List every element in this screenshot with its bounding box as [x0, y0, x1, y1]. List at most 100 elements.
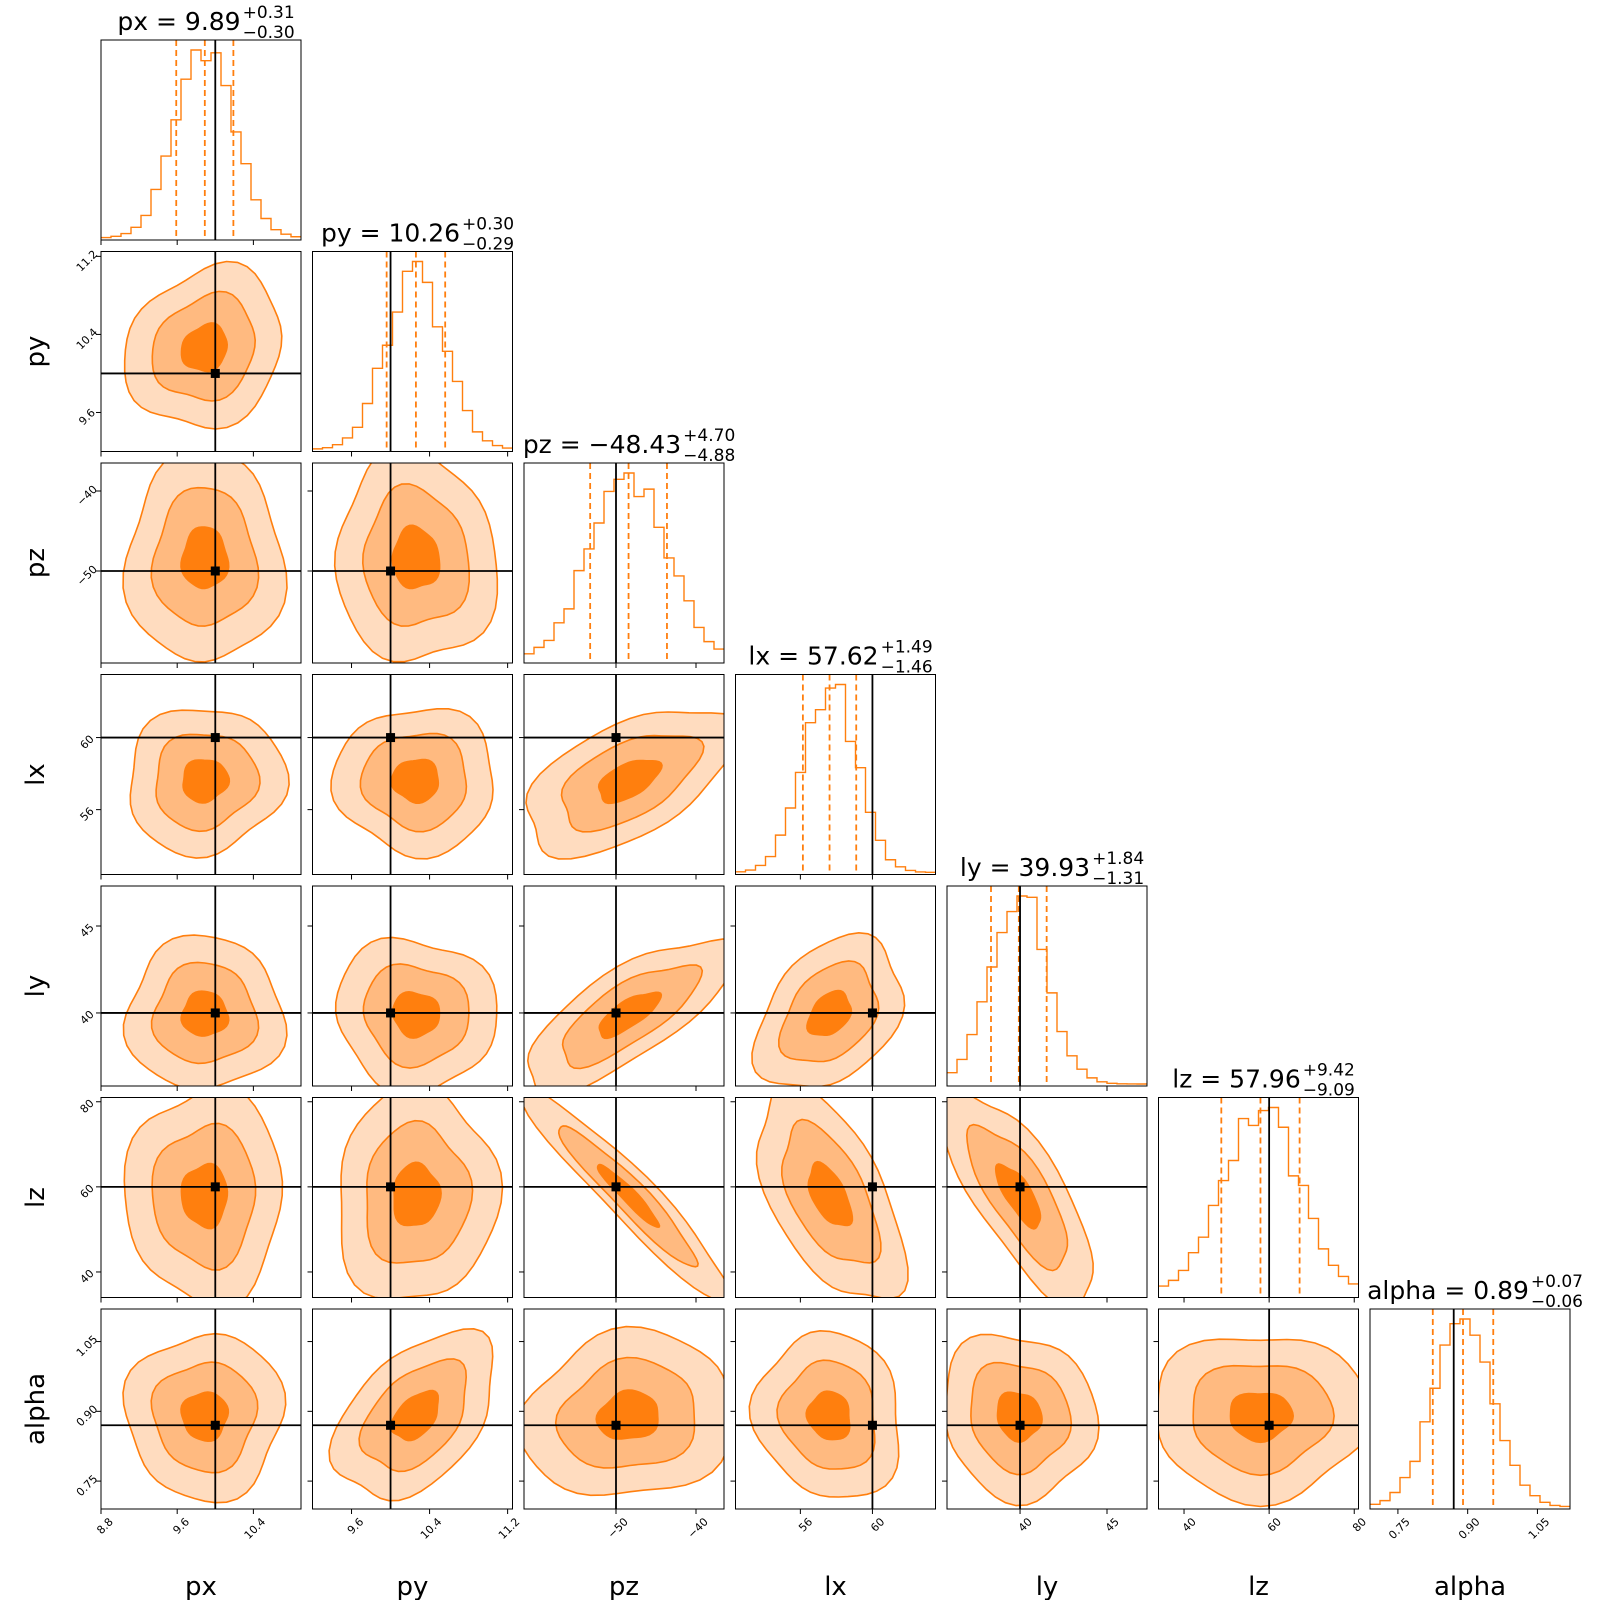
contour-level-3: [391, 990, 441, 1039]
title-px: px = 9.89: [117, 7, 240, 36]
contour-level-3: [391, 524, 441, 590]
truth-marker: [210, 1182, 220, 1192]
y-tick-label-py: 11.2: [74, 248, 101, 275]
truth-marker: [386, 566, 396, 576]
x-tick-label-lz: 60: [1265, 1515, 1284, 1534]
x-tick-label-pz: −50: [605, 1515, 631, 1541]
panel-frame: [523, 1308, 725, 1510]
panel-frame: [523, 674, 725, 875]
truth-marker: [867, 1420, 877, 1430]
histogram-py: [312, 260, 513, 450]
x-axis-label-ly: ly: [1036, 1572, 1059, 1600]
x-axis-label-px: px: [185, 1572, 217, 1600]
contour-panel-ly-alpha: [946, 1308, 1148, 1510]
panel-frame: [523, 1097, 725, 1298]
hist-panel-alpha: alpha = 0.89 +0.07−0.06: [1367, 1272, 1583, 1510]
panel-frame: [735, 674, 936, 875]
truth-marker: [611, 1008, 621, 1018]
title-plus-py: +0.30: [462, 215, 514, 235]
y-tick-label-alpha: 0.75: [74, 1472, 101, 1499]
panel-frame: [1369, 1308, 1571, 1510]
x-axis-label-alpha: alpha: [1434, 1572, 1506, 1600]
truth-marker: [867, 1008, 877, 1018]
title-plus-pz: +4.70: [683, 426, 735, 446]
panel-frame: [523, 885, 725, 1087]
y-axis-label-ly: ly: [21, 975, 51, 998]
hist-panel-py: py = 10.26 +0.30−0.29: [312, 215, 514, 452]
y-axis-label-py: py: [21, 336, 51, 368]
title-plus-lz: +9.42: [1303, 1061, 1355, 1081]
title-plus-px: +0.31: [243, 3, 295, 23]
truth-marker: [1015, 1420, 1025, 1430]
contour-panel-lx-ly: [735, 885, 936, 1087]
title-minus-pz: −4.88: [683, 446, 735, 466]
x-tick-label-lz: 80: [1350, 1515, 1369, 1534]
title-ly: ly = 39.93: [960, 853, 1090, 882]
contour-panel-px-lx: [100, 674, 302, 875]
panel-frame: [100, 1308, 302, 1510]
contour-panel-px-pz: [100, 462, 302, 664]
truth-marker: [210, 733, 220, 743]
contour-panel-lx-alpha: [735, 1308, 936, 1510]
hist-panel-pz: pz = −48.43 +4.70−4.88: [523, 426, 735, 664]
title-minus-ly: −1.31: [1092, 869, 1144, 889]
x-tick-label-ly: 40: [1016, 1515, 1035, 1534]
x-axis-label-lz: lz: [1248, 1572, 1269, 1600]
y-tick-label-pz: −40: [74, 483, 100, 509]
truth-marker: [210, 1420, 220, 1430]
truth-marker: [210, 566, 220, 576]
title-minus-alpha: −0.06: [1531, 1292, 1583, 1312]
truth-marker: [611, 733, 621, 743]
histogram-px: [101, 49, 301, 239]
title-plus-ly: +1.84: [1092, 849, 1144, 869]
y-tick-label-ly: 45: [78, 921, 97, 940]
panel-frame: [946, 1097, 1148, 1298]
x-tick-label-py: 9.6: [345, 1515, 367, 1537]
title-minus-lz: −9.09: [1303, 1081, 1355, 1101]
y-tick-label-pz: −50: [74, 563, 100, 589]
title-plus-alpha: +0.07: [1531, 1272, 1583, 1292]
panel-frame: [100, 251, 302, 452]
contour-panel-px-lz: [100, 1097, 302, 1298]
panel-frame: [312, 251, 513, 452]
panel-frame: [312, 1308, 513, 1510]
truth-marker: [867, 1182, 877, 1192]
x-tick-label-ly: 45: [1103, 1515, 1122, 1534]
x-tick-label-px: 8.8: [94, 1515, 116, 1537]
contour-level-3: [807, 1160, 854, 1227]
title-minus-py: −0.29: [462, 235, 514, 255]
title-alpha: alpha = 0.89: [1367, 1276, 1529, 1305]
panel-frame: [100, 1097, 302, 1298]
y-tick-label-py: 10.4: [74, 326, 101, 353]
hist-panel-ly: ly = 39.93 +1.84−1.31: [946, 849, 1148, 1087]
x-tick-label-lx: 56: [796, 1515, 815, 1534]
x-tick-label-alpha: 0.75: [1386, 1515, 1413, 1542]
contour-panel-px-alpha: [100, 1308, 302, 1510]
hist-panel-lx: lx = 57.62 +1.49−1.46: [735, 638, 936, 875]
contour-level-3: [389, 1389, 440, 1442]
panel-frame: [1158, 1308, 1359, 1510]
x-tick-label-px: 9.6: [170, 1515, 192, 1537]
contour-level-3: [393, 1161, 442, 1227]
y-axis-label-lz: lz: [21, 1187, 51, 1208]
panel-frame: [523, 462, 725, 664]
panel-frame: [946, 1308, 1148, 1510]
y-tick-label-lz: 40: [78, 1267, 97, 1286]
panel-frame: [100, 462, 302, 664]
x-tick-label-px: 10.4: [242, 1515, 269, 1542]
y-axis-label-lx: lx: [21, 763, 51, 786]
histogram-pz: [524, 472, 724, 655]
panel-frame: [312, 462, 513, 664]
truth-marker: [386, 1008, 396, 1018]
contour-level-3: [805, 1390, 851, 1441]
contour-panel-py-lz: [312, 1097, 513, 1298]
contour-panel-py-pz: [312, 462, 513, 664]
title-pz: pz = −48.43: [523, 430, 681, 459]
truth-marker: [386, 1182, 396, 1192]
x-tick-label-lz: 40: [1180, 1515, 1199, 1534]
x-axis-label-pz: pz: [609, 1572, 639, 1600]
contour-panel-pz-alpha: [523, 1308, 725, 1510]
truth-marker: [1015, 1182, 1025, 1192]
histogram-lz: [1158, 1106, 1359, 1287]
